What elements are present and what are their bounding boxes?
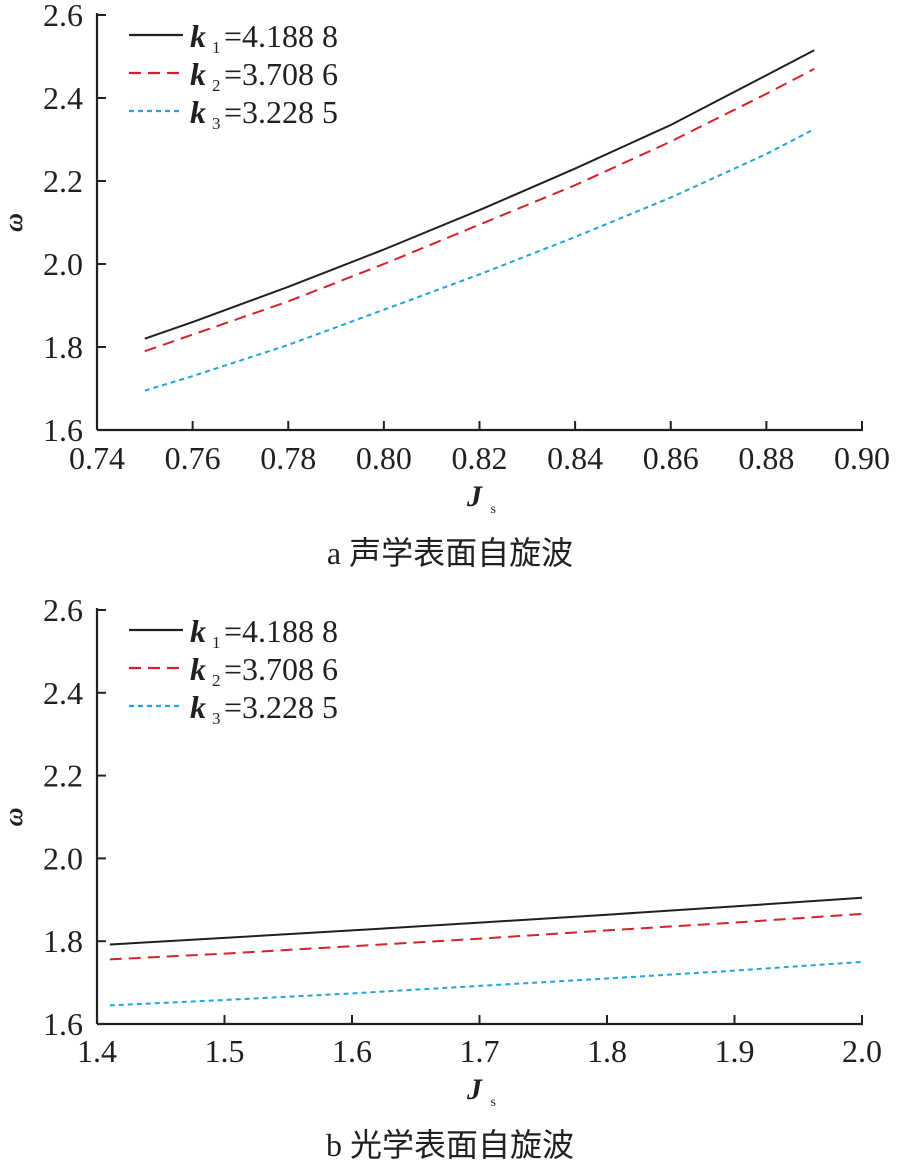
x-tick-label: 2.0 (842, 1033, 882, 1069)
x-axis-label: J (466, 480, 483, 513)
x-tick-label: 1.9 (715, 1033, 755, 1069)
series-line-k3 (144, 128, 815, 392)
series-line-k2 (144, 68, 815, 353)
legend-subscript: 2 (212, 671, 221, 690)
x-tick-label: 0.86 (643, 440, 699, 476)
y-tick-label: 2.2 (43, 163, 83, 199)
x-tick-label: 0.88 (738, 440, 794, 476)
x-tick-label: 1.4 (77, 1033, 117, 1069)
series-line-k3 (109, 960, 863, 1007)
legend-symbol: k (190, 56, 206, 92)
x-tick-label: 0.76 (165, 440, 221, 476)
legend-symbol: k (190, 651, 206, 687)
y-tick-label: 2.2 (43, 758, 83, 794)
legend-value-label: =3.228 5 (224, 94, 338, 130)
legend-subscript: 3 (212, 114, 221, 133)
x-tick-label: 1.7 (460, 1033, 500, 1069)
x-axis-label-subscript: s (491, 1095, 496, 1110)
legend-value-label: =3.708 6 (224, 651, 338, 687)
chart-a: 1.6 1.8 2.0 2.2 2.4 2.6 0.74 0.76 0.78 0.80 0.82 0.… (0, 0, 890, 571)
legend-subscript: 1 (212, 633, 221, 652)
legend-symbol: k (190, 613, 206, 649)
chart-b: 1.6 1.8 2.0 2.2 2.4 2.6 1.4 1.5 1.6 1.7 1.8 1.9 2.0 ω… (0, 592, 882, 1163)
x-tick-label: 0.80 (356, 440, 412, 476)
x-tick-label: 1.6 (332, 1033, 372, 1069)
x-tick-label: 0.74 (69, 440, 125, 476)
x-tick-label: 0.82 (452, 440, 508, 476)
y-axis-label: ω (0, 213, 28, 232)
x-tick-label: 1.5 (205, 1033, 245, 1069)
x-tick-label: 1.8 (587, 1033, 627, 1069)
chart-caption: a 声学表面自旋波 (327, 535, 573, 571)
y-tick-label: 1.8 (43, 923, 83, 959)
legend-subscript: 3 (212, 709, 221, 728)
y-tick-label: 2.4 (43, 80, 83, 116)
legend-subscript: 1 (212, 38, 221, 57)
legend-subscript: 2 (212, 76, 221, 95)
y-tick-label: 1.8 (43, 329, 83, 365)
y-axis-label: ω (0, 808, 28, 827)
legend-symbol: k (190, 94, 206, 130)
legend-value-label: =4.188 8 (224, 613, 338, 649)
y-tick-label: 2.6 (43, 592, 83, 628)
legend-value-label: =3.708 6 (224, 56, 338, 92)
legend-symbol: k (190, 689, 206, 725)
series-line-k2 (109, 912, 863, 961)
legend-value-label: =4.188 8 (224, 18, 338, 54)
y-tick-label: 2.4 (43, 675, 83, 711)
x-axis-label-subscript: s (491, 502, 496, 517)
series-line-k1 (144, 49, 815, 340)
x-axis-label: J (466, 1073, 483, 1106)
x-tick-label: 0.90 (834, 440, 890, 476)
legend-value-label: =3.228 5 (224, 689, 338, 725)
chart-caption: b 光学表面自旋波 (326, 1127, 574, 1163)
legend-symbol: k (190, 18, 206, 54)
y-tick-label: 2.0 (43, 246, 83, 282)
y-tick-label: 2.0 (43, 840, 83, 876)
y-tick-label: 2.6 (43, 0, 83, 33)
x-tick-label: 0.78 (260, 440, 316, 476)
series-line-k1 (109, 896, 863, 946)
y-tick-label: 1.6 (43, 1006, 83, 1042)
y-tick-label: 1.6 (43, 412, 83, 448)
x-tick-label: 0.84 (547, 440, 603, 476)
